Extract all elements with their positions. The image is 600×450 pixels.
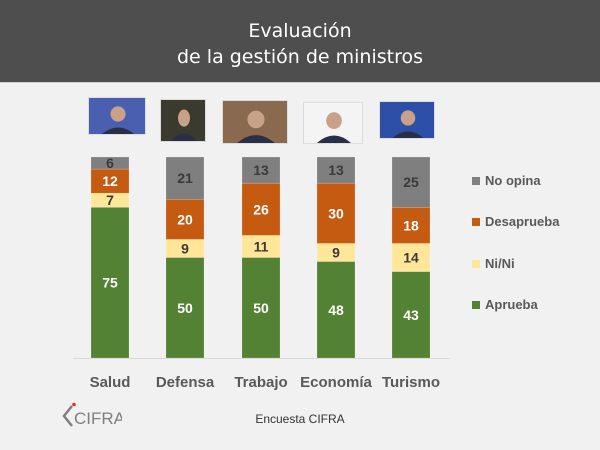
minister-photo-economia [303, 102, 363, 144]
bar-nini-4 [391, 243, 431, 272]
data-label-aprueba-4: 43 [403, 307, 419, 323]
bar-desaprueba-3 [316, 182, 356, 244]
chart-title-line2: de la gestión de ministros [177, 46, 423, 68]
data-label-desaprueba-4: 18 [403, 217, 419, 233]
data-label-aprueba-0: 75 [102, 275, 118, 291]
legend-label-no_opina: No opina [485, 173, 541, 188]
bar-desaprueba-1 [165, 198, 205, 240]
data-label-aprueba-2: 50 [253, 300, 269, 316]
svg-text:CIFRA: CIFRA [74, 409, 122, 428]
bar-no_opina-2 [241, 156, 281, 184]
data-label-no_opina-0: 6 [106, 155, 114, 171]
legend-label-aprueba: Aprueba [485, 297, 539, 312]
legend-label-nini: Ni/Ni [485, 256, 515, 271]
minister-photo-turismo [379, 101, 435, 139]
bar-desaprueba-2 [241, 182, 281, 236]
data-label-desaprueba-0: 12 [102, 173, 118, 189]
x-tick-label: Salud [90, 374, 131, 391]
data-label-no_opina-2: 13 [253, 162, 269, 178]
x-tick-label: Trabajo [234, 374, 287, 391]
data-label-nini-0: 7 [106, 192, 114, 208]
data-label-aprueba-3: 48 [328, 302, 344, 318]
cifra-logo-icon: CIFRA [62, 402, 126, 428]
bar-no_opina-0 [90, 156, 130, 170]
data-label-nini-3: 9 [332, 244, 340, 260]
bar-aprueba-4 [391, 271, 431, 359]
data-label-nini-4: 14 [403, 250, 419, 266]
x-tick-label: Turismo [382, 374, 440, 391]
bar-aprueba-1 [165, 257, 205, 359]
bar-no_opina-3 [316, 156, 356, 184]
bar-aprueba-3 [316, 261, 356, 359]
legend-swatch-nini [472, 260, 480, 268]
minister-photo-salud [88, 97, 146, 135]
bar-desaprueba-0 [90, 168, 130, 194]
chart-title-line1: Evaluación [248, 20, 352, 42]
data-label-nini-1: 9 [181, 240, 189, 256]
bar-no_opina-4 [391, 156, 431, 208]
data-label-no_opina-4: 25 [403, 174, 419, 190]
legend-label-desaprueba: Desaprueba [485, 214, 560, 229]
data-label-no_opina-3: 13 [328, 162, 344, 178]
source-note: Encuesta CIFRA [255, 412, 345, 426]
minister-photo-trabajo [222, 100, 288, 144]
data-label-desaprueba-2: 26 [253, 201, 269, 217]
data-label-desaprueba-1: 20 [177, 211, 193, 227]
bar-desaprueba-4 [391, 207, 431, 244]
data-label-nini-2: 11 [254, 238, 269, 254]
bar-aprueba-2 [241, 257, 281, 359]
x-tick-label: Economía [300, 374, 372, 391]
header-banner: Evaluación de la gestión de ministros [0, 0, 600, 83]
bar-no_opina-1 [165, 156, 205, 200]
legend-swatch-desaprueba [472, 218, 480, 226]
legend-swatch-aprueba [472, 301, 480, 309]
data-label-aprueba-1: 50 [177, 300, 193, 316]
minister-photo-defensa [160, 99, 206, 142]
legend-swatch-no_opina [472, 177, 480, 185]
data-label-desaprueba-3: 30 [328, 205, 344, 221]
x-tick-label: Defensa [156, 374, 215, 391]
bar-aprueba-0 [90, 207, 130, 359]
data-label-no_opina-1: 21 [177, 170, 193, 186]
cifra-logo: CIFRA [62, 402, 126, 435]
